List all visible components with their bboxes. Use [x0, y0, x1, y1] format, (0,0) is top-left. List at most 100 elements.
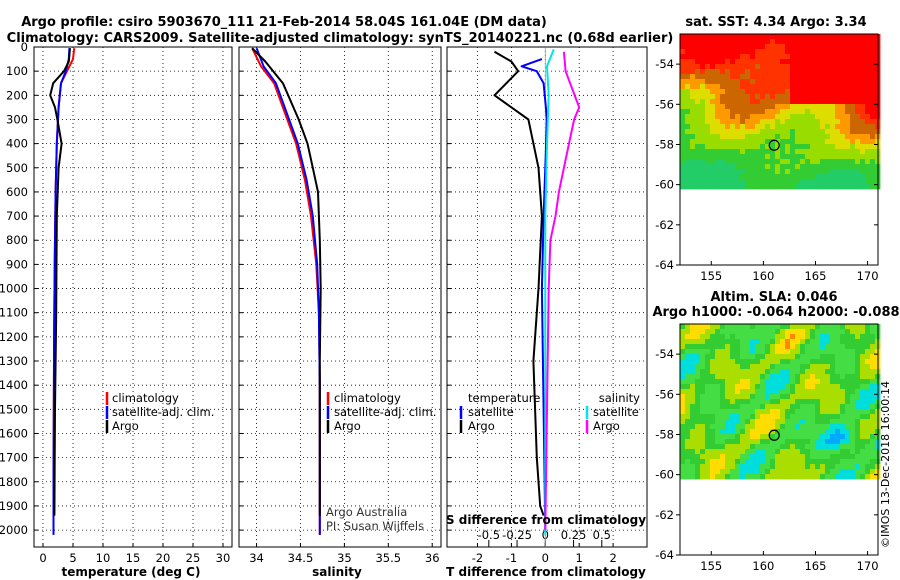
map-cell	[860, 129, 866, 135]
map-cell	[705, 179, 711, 185]
map-cell	[755, 164, 761, 170]
map-cell	[855, 174, 861, 180]
map-cell	[725, 149, 731, 155]
map-cell	[730, 74, 736, 80]
map-cell	[850, 159, 856, 165]
map-cell	[790, 179, 796, 185]
map-cell	[870, 379, 876, 385]
map-cell	[870, 429, 876, 435]
map-cell	[855, 169, 861, 175]
map-cell	[820, 439, 826, 445]
map-cell	[685, 464, 691, 470]
map-cell	[820, 49, 826, 55]
map-cell	[780, 459, 786, 465]
map-cell	[820, 69, 826, 75]
map-cell	[745, 44, 751, 50]
map-cell	[775, 379, 781, 385]
map-cell	[785, 74, 791, 80]
map-x-tick-label: 160	[752, 269, 774, 283]
map-cell	[740, 39, 746, 45]
map-cell	[800, 119, 806, 125]
map-cell	[730, 439, 736, 445]
map-cell	[835, 344, 841, 350]
map-cell	[705, 429, 711, 435]
map-cell	[700, 464, 706, 470]
map-cell	[815, 384, 821, 390]
map-cell	[870, 359, 876, 365]
map-cell	[705, 449, 711, 455]
map-cell	[750, 179, 756, 185]
map-cell	[835, 114, 841, 120]
map-cell	[800, 409, 806, 415]
map-cell	[760, 379, 766, 385]
map-cell	[755, 59, 761, 65]
map-cell	[770, 469, 776, 475]
map-cell	[745, 424, 751, 430]
map-cell	[760, 424, 766, 430]
map-cell	[720, 399, 726, 405]
map-cell	[750, 369, 756, 375]
map-cell	[820, 339, 826, 345]
map-cell	[785, 384, 791, 390]
map-cell	[725, 374, 731, 380]
map-cell	[795, 419, 801, 425]
map-cell	[710, 354, 716, 360]
map-cell	[710, 174, 716, 180]
map-cell	[810, 124, 816, 130]
map-cell	[790, 104, 796, 110]
map-cell	[725, 469, 731, 475]
map-cell	[830, 154, 836, 160]
map-cell	[800, 429, 806, 435]
map-x-tick-label: 155	[700, 559, 722, 573]
map-cell	[815, 419, 821, 425]
map-cell	[795, 39, 801, 45]
map-cell	[870, 369, 876, 375]
map-cell	[845, 334, 851, 340]
map-cell	[870, 439, 876, 445]
map-cell	[845, 349, 851, 355]
map-cell	[785, 149, 791, 155]
map-cell	[795, 44, 801, 50]
map-cell	[720, 334, 726, 340]
map-cell	[815, 464, 821, 470]
map-cell	[825, 354, 831, 360]
map-cell	[860, 104, 866, 110]
map-cell	[835, 324, 841, 330]
map-cell	[780, 179, 786, 185]
map-cell	[700, 109, 706, 115]
map-cell	[835, 329, 841, 335]
map-cell	[770, 464, 776, 470]
map-cell	[735, 404, 741, 410]
map-cell	[720, 159, 726, 165]
map-cell	[730, 404, 736, 410]
map-cell	[745, 179, 751, 185]
map-cell	[760, 59, 766, 65]
map-cell	[705, 99, 711, 105]
map-cell	[780, 164, 786, 170]
map-cell	[735, 59, 741, 65]
map-cell	[735, 389, 741, 395]
map-cell	[695, 134, 701, 140]
map-cell	[715, 354, 721, 360]
map-cell	[805, 444, 811, 450]
map-cell	[705, 34, 711, 40]
map-cell	[845, 444, 851, 450]
map-cell	[700, 79, 706, 85]
map-cell	[830, 459, 836, 465]
map-cell	[680, 419, 686, 425]
map-cell	[810, 399, 816, 405]
map-y-tick-label: -58	[655, 137, 674, 151]
map-cell	[855, 344, 861, 350]
map-cell	[770, 409, 776, 415]
map-cell	[780, 159, 786, 165]
map-cell	[855, 399, 861, 405]
map-cell	[735, 54, 741, 60]
map-cell	[795, 434, 801, 440]
map-cell	[860, 349, 866, 355]
map-cell	[850, 344, 856, 350]
map-cell	[850, 109, 856, 115]
map-cell	[775, 464, 781, 470]
map-cell	[865, 469, 871, 475]
map-cell	[865, 149, 871, 155]
map-cell	[865, 134, 871, 140]
